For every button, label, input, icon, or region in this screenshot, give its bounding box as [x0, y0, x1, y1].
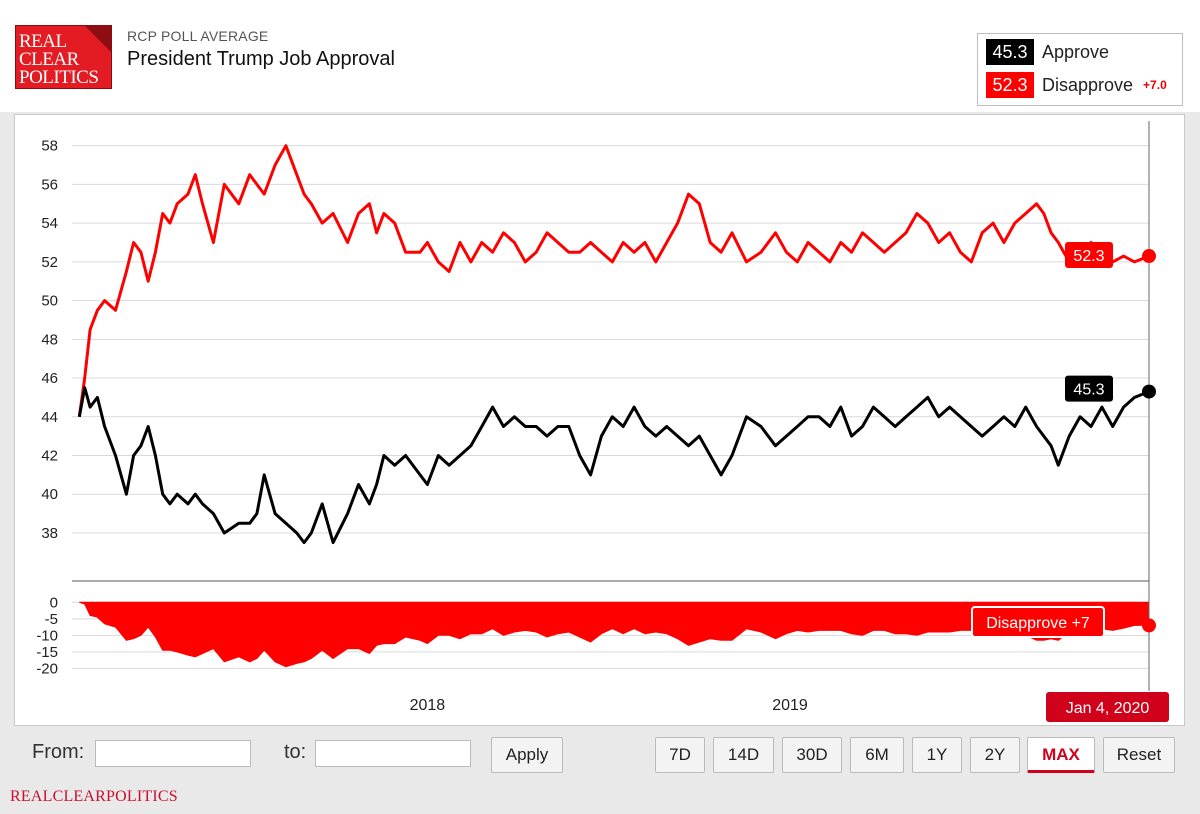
legend-disapprove-label: Disapprove: [1042, 74, 1134, 95]
range-6m-button[interactable]: 6M: [850, 737, 904, 773]
end-date-label: Jan 4, 2020: [1046, 692, 1169, 722]
footer-brand[interactable]: REALCLEARPOLITICS: [10, 788, 178, 805]
chart-kicker: RCP POLL AVERAGE: [127, 28, 269, 44]
legend-spread-value: +7.0: [1143, 78, 1167, 92]
approve-end-label-text: 45.3: [1073, 382, 1104, 399]
y-tick-label: 48: [41, 331, 58, 348]
approve-line: [77, 386, 1150, 545]
y-tick-label: 42: [41, 448, 58, 465]
apply-button[interactable]: Apply: [491, 737, 563, 773]
from-date-input[interactable]: [95, 740, 251, 767]
legend-approve-value: 45.3: [986, 39, 1034, 65]
range-controls: From: to: Apply 7D 14D 30D 6M 1Y 2Y MAX …: [14, 727, 1185, 782]
approve-end-label: 45.3: [1065, 375, 1113, 402]
x-tick-label: 2018: [410, 697, 446, 714]
disapprove-end-label-text: 52.3: [1073, 248, 1104, 265]
reset-button[interactable]: Reset: [1103, 737, 1175, 773]
range-max-button[interactable]: MAX: [1027, 737, 1095, 773]
y-tick-label: 44: [41, 409, 58, 426]
y-tick-label: 38: [41, 525, 58, 542]
y-tick-label: 46: [41, 370, 58, 387]
y-tick-label: 52: [41, 254, 58, 271]
spread-tick-label: 0: [50, 594, 58, 611]
rcp-logo[interactable]: REAL CLEAR POLITICS: [15, 25, 112, 89]
legend-box: 45.3 Approve 52.3 Disapprove +7.0: [977, 33, 1183, 106]
to-label: to:: [284, 741, 307, 763]
spread-tick-label: -5: [45, 611, 58, 628]
logo-line-1: REAL: [19, 31, 67, 52]
approval-chart[interactable]: 38 40 42 44 46 48 50 52 54 56 58 0-5-10-15-20 2018 20…: [15, 115, 1186, 727]
legend-disapprove-value: 52.3: [986, 72, 1034, 98]
logo-line-2: CLEAR: [19, 49, 79, 70]
approve-end-dot: [1142, 384, 1156, 399]
chart-panel: 38 40 42 44 46 48 50 52 54 56 58 0 -5 -10 -15 -20 2018 20…: [14, 114, 1185, 726]
y-tick-label: 58: [41, 138, 58, 155]
y-tick-label: 40: [41, 486, 58, 503]
x-tick-label: 2019: [772, 697, 808, 714]
range-2y-button[interactable]: 2Y: [970, 737, 1020, 773]
chart-title: President Trump Job Approval: [127, 48, 395, 70]
chart-header: REAL CLEAR POLITICS RCP POLL AVERAGE Pre…: [0, 0, 1200, 112]
range-14d-button[interactable]: 14D: [713, 737, 774, 773]
spread-tick-label: -20: [36, 660, 58, 677]
spread-tick-label: -15: [36, 644, 58, 661]
to-date-input[interactable]: [315, 740, 471, 767]
logo-corner-fold: [85, 26, 111, 52]
disapprove-line: [77, 144, 1150, 418]
spread-end-label-box: [971, 606, 1105, 638]
y-tick-label: 50: [41, 293, 58, 310]
disapprove-end-dot: [1142, 249, 1156, 264]
disapprove-end-label: 52.3: [1065, 242, 1113, 269]
range-30d-button[interactable]: 30D: [782, 737, 842, 773]
end-date-label-box: [1046, 692, 1169, 722]
range-1y-button[interactable]: 1Y: [912, 737, 962, 773]
y-tick-label: 54: [41, 215, 58, 232]
from-label: From:: [32, 741, 85, 763]
spread-end-label: Disapprove +7: [971, 606, 1105, 638]
spread-end-dot: [1142, 618, 1156, 633]
range-7d-button[interactable]: 7D: [655, 737, 705, 773]
legend-approve: 45.3 Approve: [986, 39, 1109, 65]
approve-end-label-box: [1065, 375, 1113, 402]
logo-line-3: POLITICS: [19, 67, 99, 88]
disapprove-end-label-box: [1065, 242, 1113, 269]
end-date-label-text: Jan 4, 2020: [1066, 700, 1150, 717]
spread-tick-label: -10: [36, 627, 58, 644]
legend-disapprove: 52.3 Disapprove +7.0: [986, 72, 1167, 98]
legend-approve-label: Approve: [1042, 41, 1110, 62]
spread-end-label-text: Disapprove +7: [986, 615, 1090, 632]
y-tick-label: 56: [41, 176, 58, 193]
